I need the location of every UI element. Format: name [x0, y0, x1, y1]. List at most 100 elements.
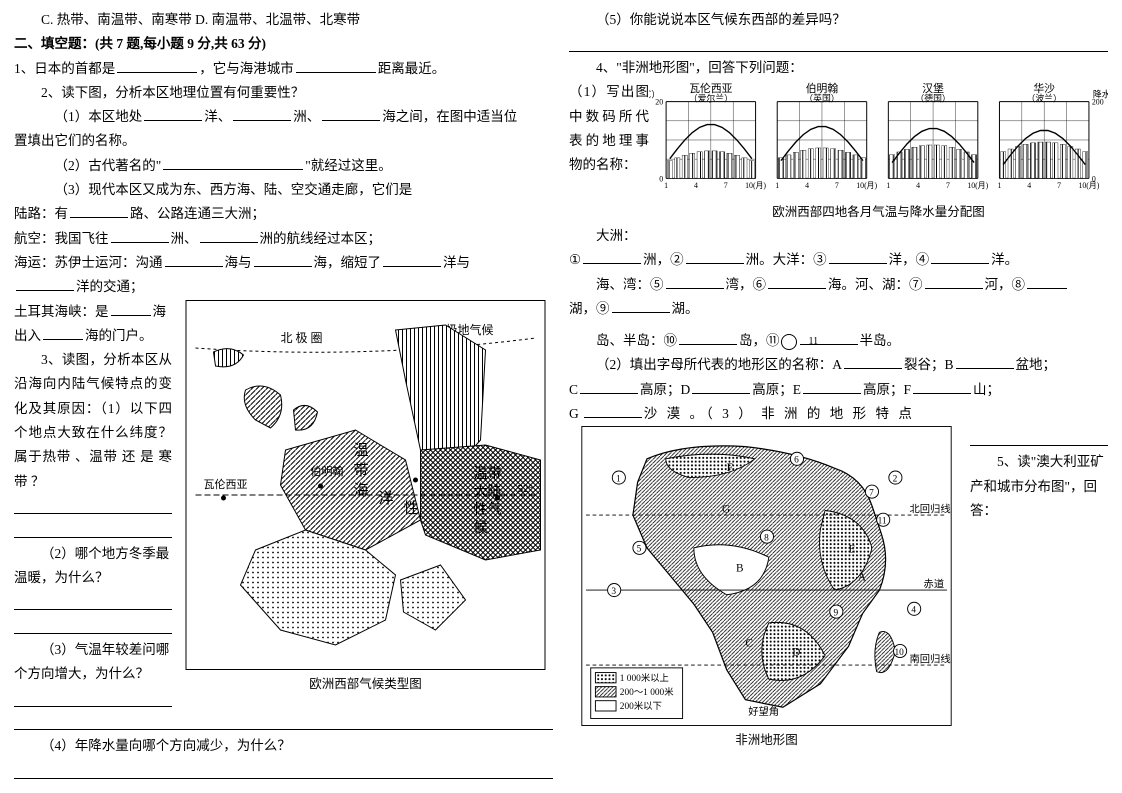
q4-2a: （2）填出字母所代表的地形区的名称：A 裂谷；B 盆地； [569, 353, 1108, 377]
charts-caption: 欧洲西部四地各月气温与降水量分配图 [649, 201, 1108, 224]
svg-text:1: 1 [616, 475, 621, 485]
blank [111, 301, 151, 316]
blank [70, 204, 128, 219]
blank [383, 252, 441, 267]
txt: 洲，② [643, 252, 684, 267]
txt: （2）填出字母所代表的地形区的名称：A [596, 357, 842, 372]
svg-text:B: B [736, 563, 744, 575]
europe-caption: 欧洲西部气候类型图 [178, 673, 553, 696]
climate-charts: 瓦伦西亚（爱尔兰）14710(月)气温（℃）200伯明翰（英国）14710(月)… [649, 80, 1108, 224]
blank [1027, 274, 1067, 289]
answer-line [14, 590, 172, 610]
txt: 洋。 [991, 252, 1018, 267]
blank [666, 274, 724, 289]
txt: 高原；F [863, 382, 911, 397]
svg-text:4: 4 [916, 182, 920, 191]
svg-text:10(月): 10(月) [745, 182, 766, 191]
europe-map: 北 极 圈 极地气候 52° 温 带 [172, 300, 553, 711]
txt: 河，⑧ [985, 277, 1026, 292]
answer-line [14, 687, 172, 707]
svg-text:7: 7 [869, 489, 874, 499]
svg-text:4: 4 [1027, 182, 1031, 191]
answer-line [14, 759, 553, 779]
txt: 航空：我国飞往 [14, 231, 109, 246]
txt: 洋、 [204, 109, 231, 124]
blank [296, 58, 376, 73]
q3-prompt: 3、读图，分析本区从沿海向内陆气候特点的变化及其原因：（1）以下四个地点大致在什… [14, 348, 172, 494]
label-temperate: 温 [354, 442, 369, 459]
blank [43, 325, 83, 340]
svg-text:3: 3 [611, 587, 616, 597]
blank [200, 228, 258, 243]
blank [144, 107, 202, 122]
africa-map: 北回归线 赤道 南回归线 F G B E A D C 1 2 6 3 [569, 426, 964, 752]
q4-2b: C高原；D高原；E高原；F山； [569, 378, 1108, 402]
q2-land: 陆路：有路、公路连通三大洲； [14, 202, 553, 226]
txt: 海之间，在图中适当位 [382, 109, 517, 124]
svg-text:7: 7 [724, 182, 728, 191]
txt: C [569, 382, 578, 397]
q2-sea2: 洋的交通； [14, 275, 553, 299]
txt: 海、湾：⑤ [596, 277, 664, 292]
label-valensiya: 瓦伦西亚 [204, 477, 248, 491]
svg-text:0: 0 [1092, 175, 1096, 184]
txt: 湖，⑨ [569, 301, 610, 316]
q2-air: 航空：我国飞往洲、洲的航线经过本区； [14, 227, 553, 251]
q3-4: （4）年降水量向哪个方向减少，为什么？ [14, 734, 553, 758]
svg-text:7: 7 [835, 182, 839, 191]
blank [583, 250, 641, 265]
svg-text:1 000米以上: 1 000米以上 [620, 672, 669, 684]
svg-text:200米以下: 200米以下 [620, 700, 662, 712]
blank [829, 250, 887, 265]
txt: 海，缩短了 [314, 255, 382, 270]
blank [692, 379, 750, 394]
txt: 洲。大洋：③ [746, 252, 827, 267]
txt: 洋的交通； [76, 279, 144, 294]
blank [16, 277, 74, 292]
blank [117, 58, 197, 73]
txt: 海。河、湖：⑦ [828, 277, 923, 292]
svg-text:1: 1 [664, 182, 668, 191]
q2-1: （1）本区地处洋、洲、海之间，在图中适当位 [14, 105, 553, 129]
blank [803, 379, 861, 394]
svg-text:1: 1 [997, 182, 1001, 191]
svg-text:10(月): 10(月) [967, 182, 988, 191]
svg-text:10: 10 [894, 648, 904, 658]
q4-line5: 岛、半岛：⑩岛，⑪11半岛。 [569, 329, 1108, 353]
answer-line [14, 518, 172, 538]
txt: 洋与 [443, 255, 470, 270]
answer-line [569, 32, 1108, 52]
txt: 裂谷；B [904, 357, 954, 372]
txt: 洲、 [171, 231, 198, 246]
blank [165, 252, 223, 267]
txt: 高原；D [640, 382, 690, 397]
africa-caption: 非洲地形图 [569, 729, 964, 752]
wrap-row: 土耳其海峡：是海 出入海的门户。 3、读图，分析本区从沿海向内陆气候特点的变化及… [14, 300, 553, 711]
txt: 半岛。 [860, 333, 901, 348]
q4-line3: 海、湾：⑤湾，⑥海。河、湖：⑦河，⑧ [569, 273, 1108, 297]
svg-text:7: 7 [946, 182, 950, 191]
q4-1-lead: （1）写出图中数码所代表的地理事物的名称： [569, 80, 649, 224]
blank [580, 379, 638, 394]
svg-text:20: 20 [655, 98, 663, 107]
label-birmingham: 伯明翰 [311, 464, 344, 478]
q4-1-row: （1）写出图中数码所代表的地理事物的名称： 瓦伦西亚（爱尔兰）14710(月)气… [569, 80, 1108, 224]
svg-text:11: 11 [878, 517, 887, 527]
txt: 盆地； [1016, 357, 1057, 372]
label-arctic: 北 极 圈 [281, 331, 323, 345]
q4-prompt: 4、"非洲地形图"，回答下列问题： [569, 56, 1108, 80]
svg-text:4: 4 [694, 182, 698, 191]
txt: 出入 [14, 328, 41, 343]
q3-5: （5）你能说说本区气候东西部的差异吗？ [569, 8, 1108, 32]
blank [844, 355, 902, 370]
txt: （2）古代著名的" [55, 158, 162, 173]
svg-text:海: 海 [354, 482, 369, 499]
q4-line2: ①洲，②洲。大洋：③洋，④洋。 [569, 248, 1108, 272]
q5-prompt: 5、读"澳大利亚矿产和城市分布图"，回答： [970, 450, 1108, 523]
blank [612, 298, 670, 313]
txt: 路、公路连通三大洲； [130, 206, 265, 221]
txt: 山； [973, 382, 1000, 397]
txt: 岛、半岛：⑩ [596, 333, 677, 348]
africa-row: 北回归线 赤道 南回归线 F G B E A D C 1 2 6 3 [569, 426, 1108, 752]
right-column: （5）你能说说本区气候东西部的差异吗？ 4、"非洲地形图"，回答下列问题： （1… [561, 8, 1108, 785]
